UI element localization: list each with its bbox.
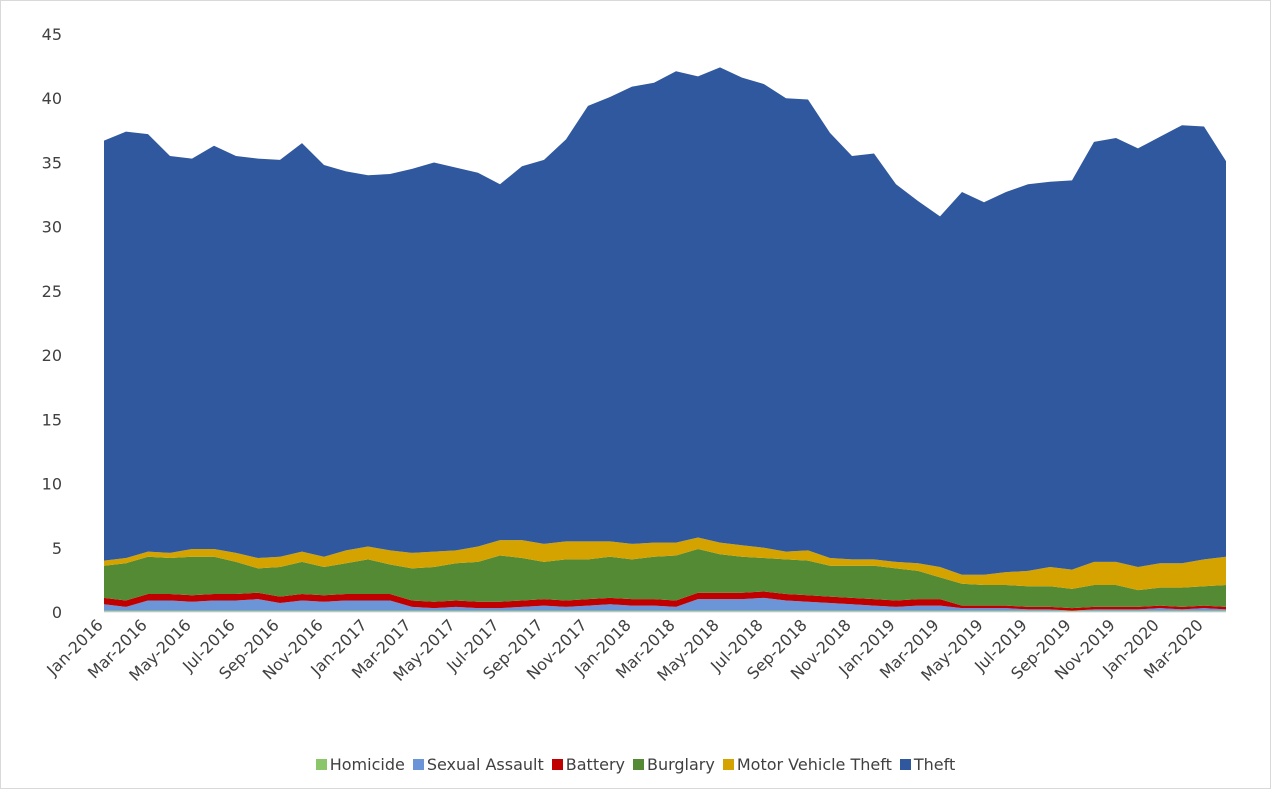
y-tick-label: 5 — [52, 539, 62, 558]
area — [104, 549, 1226, 609]
y-tick-label: 30 — [42, 218, 62, 237]
y-tick-label: 0 — [52, 603, 62, 622]
area — [104, 67, 1226, 575]
legend-label: Theft — [913, 755, 956, 774]
legend-swatch — [315, 759, 327, 770]
legend-label: Burglary — [646, 755, 715, 774]
legend-label: Sexual Assault — [426, 755, 544, 774]
y-tick-label: 35 — [42, 153, 62, 172]
plot: 051015202530354045Jan-2016Mar-2016May-20… — [42, 25, 1226, 685]
legend-label: Battery — [565, 755, 625, 774]
legend-item: Homicide — [315, 755, 405, 774]
legend-item: Motor Vehicle Theft — [722, 755, 892, 774]
y-tick-label: 25 — [42, 282, 62, 301]
legend-swatch — [632, 759, 644, 770]
legend-item: Burglary — [632, 755, 715, 774]
legend-item: Theft — [899, 755, 956, 774]
area — [104, 591, 1226, 611]
y-tick-label: 40 — [42, 89, 62, 108]
y-tick-label: 20 — [42, 346, 62, 365]
legend-swatch — [412, 759, 424, 770]
legend-item: Sexual Assault — [412, 755, 544, 774]
legend-swatch — [551, 759, 563, 770]
y-tick-label: 15 — [42, 410, 62, 429]
area — [104, 537, 1226, 591]
legend-item: Battery — [551, 755, 625, 774]
legend-label: Homicide — [329, 755, 405, 774]
legend-label: Motor Vehicle Theft — [736, 755, 892, 774]
legend-swatch — [722, 759, 734, 770]
y-tick-label: 10 — [42, 475, 62, 494]
y-tick-label: 45 — [42, 25, 62, 44]
legend: Homicide Sexual Assault Battery Burglary Mot… — [1, 755, 1270, 774]
legend-swatch — [899, 759, 911, 770]
area — [104, 597, 1226, 611]
